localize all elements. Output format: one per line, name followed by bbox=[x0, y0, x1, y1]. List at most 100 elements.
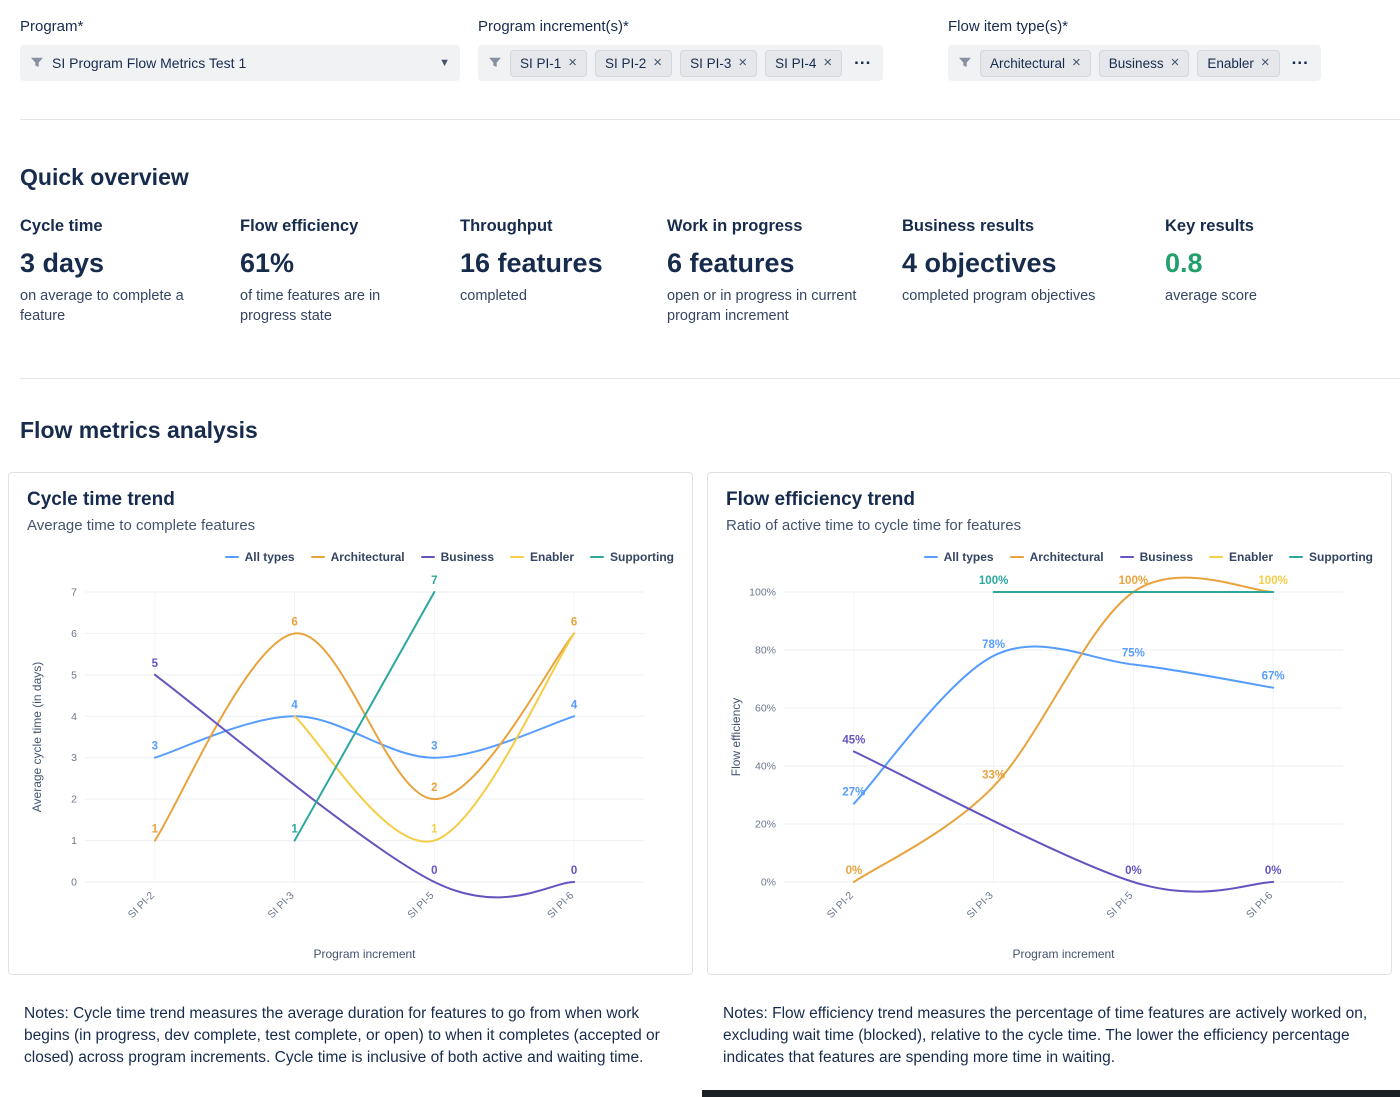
metric-value: 6 features bbox=[667, 248, 795, 278]
cycle-time-trend-chart: 0 1 2 3 4 5 6 7 SI PI-2 SI PI-3 SI PI-5 SI PI-6 Prog… bbox=[30, 575, 644, 961]
legend-dash-icon bbox=[1009, 555, 1024, 559]
legend-dash-icon bbox=[1209, 555, 1223, 559]
remove-chip-icon[interactable]: × bbox=[823, 54, 833, 71]
filter-chip[interactable]: SI PI-1 × bbox=[510, 49, 588, 77]
svg-text:SI PI-2: SI PI-2 bbox=[126, 890, 157, 921]
filter-funnel-icon bbox=[958, 56, 972, 70]
legend-label: Business bbox=[1139, 550, 1193, 565]
legend-dash-icon bbox=[923, 555, 938, 559]
svg-text:1: 1 bbox=[431, 824, 438, 836]
program-select[interactable]: SI Program Flow Metrics Test 1 ▼ bbox=[20, 45, 460, 81]
bottom-edge-bar bbox=[702, 1090, 1400, 1097]
legend-item[interactable]: All types bbox=[224, 550, 295, 564]
legend-item[interactable]: Supporting bbox=[1289, 550, 1373, 564]
svg-text:4: 4 bbox=[71, 711, 77, 723]
metric-label: Flow efficiency bbox=[240, 217, 359, 235]
increments-select[interactable]: SI PI-1 × SI PI-2 × SI PI-3 × SI PI-4 × ... bbox=[478, 45, 884, 81]
remove-chip-icon[interactable]: × bbox=[1170, 54, 1180, 71]
svg-text:2: 2 bbox=[431, 782, 437, 794]
svg-text:3: 3 bbox=[152, 741, 158, 753]
legend-item[interactable]: Enabler bbox=[1209, 550, 1273, 564]
program-select-value: SI Program Flow Metrics Test 1 bbox=[52, 55, 247, 71]
chart-subtitle: Ratio of active time to cycle time for f… bbox=[726, 517, 1022, 535]
svg-text:Average cycle time (in days): Average cycle time (in days) bbox=[30, 662, 44, 813]
chart-title: Flow efficiency trend bbox=[726, 489, 915, 511]
flow-types-overflow-button[interactable]: ... bbox=[1291, 49, 1309, 68]
svg-text:Flow efficiency: Flow efficiency bbox=[729, 698, 743, 776]
filter-chip[interactable]: Business × bbox=[1098, 49, 1190, 77]
flow-efficiency-note: Notes: Flow efficiency trend measures th… bbox=[723, 1005, 1368, 1067]
svg-text:SI PI-3: SI PI-3 bbox=[266, 890, 297, 921]
svg-text:5: 5 bbox=[152, 658, 159, 670]
legend-label: Enabler bbox=[530, 550, 575, 565]
svg-text:100%: 100% bbox=[979, 575, 1008, 587]
metric-flow-efficiency: Flow efficiency 61% of time features are… bbox=[240, 217, 460, 326]
filter-program: Program* SI Program Flow Metrics Test 1 … bbox=[20, 18, 460, 81]
svg-text:33%: 33% bbox=[982, 769, 1005, 781]
legend-label: Architectural bbox=[1029, 550, 1104, 565]
legend-item[interactable]: Business bbox=[1119, 550, 1193, 565]
filters-bar: Program* SI Program Flow Metrics Test 1 … bbox=[0, 18, 1400, 81]
svg-text:1: 1 bbox=[152, 824, 159, 836]
flow-types-select[interactable]: Architectural × Business × Enabler × ... bbox=[948, 45, 1321, 81]
svg-text:20%: 20% bbox=[755, 819, 776, 831]
svg-text:Program increment: Program increment bbox=[1012, 947, 1115, 961]
metric-value: 3 days bbox=[20, 248, 105, 278]
svg-text:100%: 100% bbox=[1258, 575, 1287, 587]
svg-text:6: 6 bbox=[571, 617, 577, 629]
chart-notes: Notes: Cycle time trend measures the ave… bbox=[8, 1003, 1392, 1097]
filter-chip[interactable]: Architectural × bbox=[980, 49, 1091, 77]
legend-dash-icon bbox=[224, 555, 239, 559]
svg-text:100%: 100% bbox=[1119, 575, 1148, 587]
cycle-time-note: Notes: Cycle time trend measures the ave… bbox=[24, 1005, 660, 1067]
svg-text:27%: 27% bbox=[842, 787, 865, 799]
legend-dash-icon bbox=[420, 555, 435, 559]
legend-item[interactable]: Architectural bbox=[310, 550, 405, 565]
svg-text:0%: 0% bbox=[1265, 865, 1282, 877]
filter-chip[interactable]: SI PI-3 × bbox=[680, 49, 758, 77]
filter-chip-label: Architectural bbox=[990, 55, 1066, 71]
remove-chip-icon[interactable]: × bbox=[653, 54, 663, 71]
cycle-time-trend-card: Cycle time trend Average time to complet… bbox=[8, 472, 693, 976]
filter-chip-label: SI PI-1 bbox=[520, 55, 562, 71]
quick-overview-title: Quick overview bbox=[20, 164, 189, 190]
svg-text:100%: 100% bbox=[749, 587, 776, 599]
legend-dash-icon bbox=[310, 555, 325, 559]
quick-overview-metrics: Cycle time 3 days on average to complete… bbox=[0, 217, 1400, 326]
svg-text:0: 0 bbox=[571, 865, 577, 877]
remove-chip-icon[interactable]: × bbox=[1072, 54, 1081, 71]
filter-chip[interactable]: SI PI-2 × bbox=[595, 49, 673, 77]
legend-item[interactable]: All types bbox=[923, 550, 994, 564]
increments-overflow-button[interactable]: ... bbox=[854, 49, 872, 68]
metric-label: Throughput bbox=[460, 217, 553, 235]
metric-label: Key results bbox=[1165, 217, 1254, 235]
metric-label: Business results bbox=[902, 217, 1035, 235]
filter-chip[interactable]: SI PI-4 × bbox=[765, 49, 843, 77]
svg-text:6: 6 bbox=[71, 628, 77, 640]
increments-chip-list: SI PI-1 × SI PI-2 × SI PI-3 × SI PI-4 × bbox=[510, 49, 843, 77]
svg-text:0: 0 bbox=[431, 865, 437, 877]
filter-chip[interactable]: Enabler × bbox=[1197, 49, 1280, 77]
svg-text:SI PI-2: SI PI-2 bbox=[825, 890, 856, 921]
increments-filter-label: Program increment(s)* bbox=[478, 18, 629, 35]
svg-text:0%: 0% bbox=[761, 877, 776, 889]
svg-text:3: 3 bbox=[431, 741, 437, 753]
legend-label: Architectural bbox=[330, 550, 405, 565]
legend-item[interactable]: Business bbox=[420, 550, 494, 565]
metric-business-results: Business results 4 objectives completed … bbox=[902, 217, 1165, 326]
legend-label: Business bbox=[440, 550, 494, 565]
metric-value: 16 features bbox=[460, 248, 603, 278]
flow-types-filter-label: Flow item type(s)* bbox=[948, 18, 1069, 35]
legend-item[interactable]: Architectural bbox=[1009, 550, 1104, 565]
filter-chip-label: Enabler bbox=[1207, 55, 1254, 71]
remove-chip-icon[interactable]: × bbox=[568, 54, 578, 71]
legend-item[interactable]: Supporting bbox=[590, 550, 674, 564]
remove-chip-icon[interactable]: × bbox=[738, 54, 748, 71]
svg-text:6: 6 bbox=[291, 617, 297, 629]
filter-funnel-icon bbox=[30, 56, 44, 70]
legend-item[interactable]: Enabler bbox=[510, 550, 574, 564]
metric-throughput: Throughput 16 features completed bbox=[460, 217, 667, 326]
chart-legend: All types Architectural Business Enabler Sup… bbox=[726, 550, 1373, 564]
svg-text:40%: 40% bbox=[755, 761, 776, 773]
remove-chip-icon[interactable]: × bbox=[1260, 54, 1270, 71]
